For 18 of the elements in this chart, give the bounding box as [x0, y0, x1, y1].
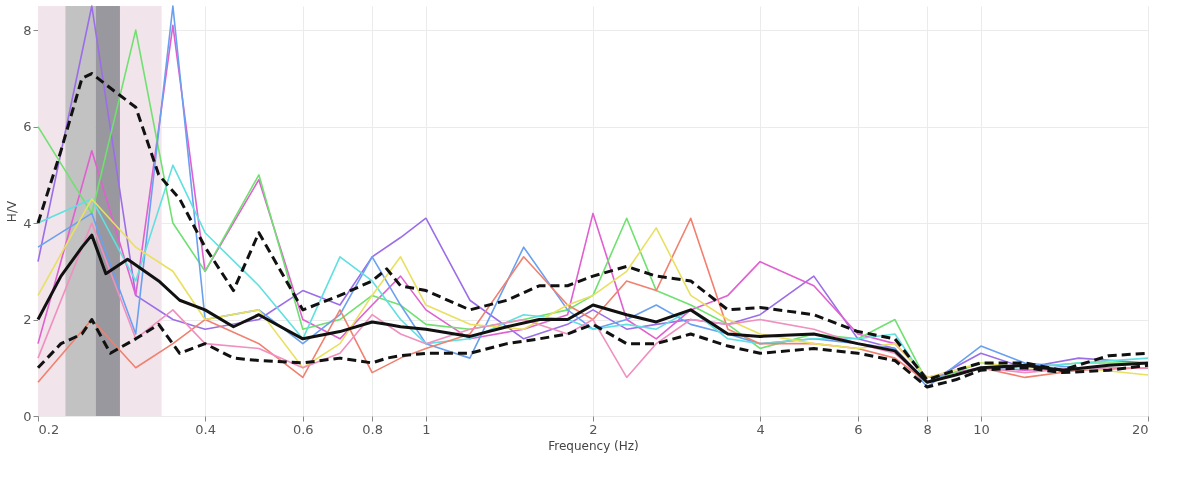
y-axis-title: H/V — [5, 200, 20, 223]
x-tick-label: 0.2 — [38, 421, 60, 437]
x-tick-label: 0.6 — [292, 421, 314, 437]
x-tick-label: 2 — [589, 421, 598, 437]
y-tick-label: 0 — [23, 408, 32, 424]
x-tick-label: 8 — [923, 421, 932, 437]
x-tick-label: 20 — [1131, 421, 1149, 437]
x-tick-label: 0.8 — [362, 421, 383, 437]
x-tick-label: 0.4 — [195, 421, 216, 437]
y-tick-label: 2 — [23, 312, 32, 328]
x-tick-label: 4 — [756, 421, 765, 437]
y-tick-label: 4 — [23, 215, 32, 231]
y-tick-label: 8 — [23, 22, 32, 38]
x-tick-label: 1 — [422, 421, 431, 437]
y-tick-label: 6 — [23, 119, 32, 135]
x-tick-label: 6 — [854, 421, 863, 437]
x-tick-label: 10 — [973, 421, 990, 437]
x-axis-title: Frequency (Hz) — [548, 438, 639, 453]
